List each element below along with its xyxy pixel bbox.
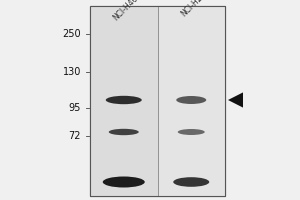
Text: 130: 130 — [63, 67, 81, 77]
Ellipse shape — [178, 129, 205, 135]
Text: NCI-H460: NCI-H460 — [112, 0, 144, 22]
Text: 72: 72 — [68, 131, 81, 141]
FancyBboxPatch shape — [90, 6, 225, 196]
Text: 250: 250 — [62, 29, 81, 39]
Ellipse shape — [109, 129, 139, 135]
Polygon shape — [228, 92, 243, 108]
Ellipse shape — [103, 176, 145, 188]
Ellipse shape — [176, 96, 206, 104]
Ellipse shape — [173, 177, 209, 187]
Ellipse shape — [106, 96, 142, 104]
Text: 95: 95 — [69, 103, 81, 113]
FancyBboxPatch shape — [158, 6, 225, 196]
Text: NCI-H292: NCI-H292 — [179, 0, 211, 18]
FancyBboxPatch shape — [90, 6, 158, 196]
